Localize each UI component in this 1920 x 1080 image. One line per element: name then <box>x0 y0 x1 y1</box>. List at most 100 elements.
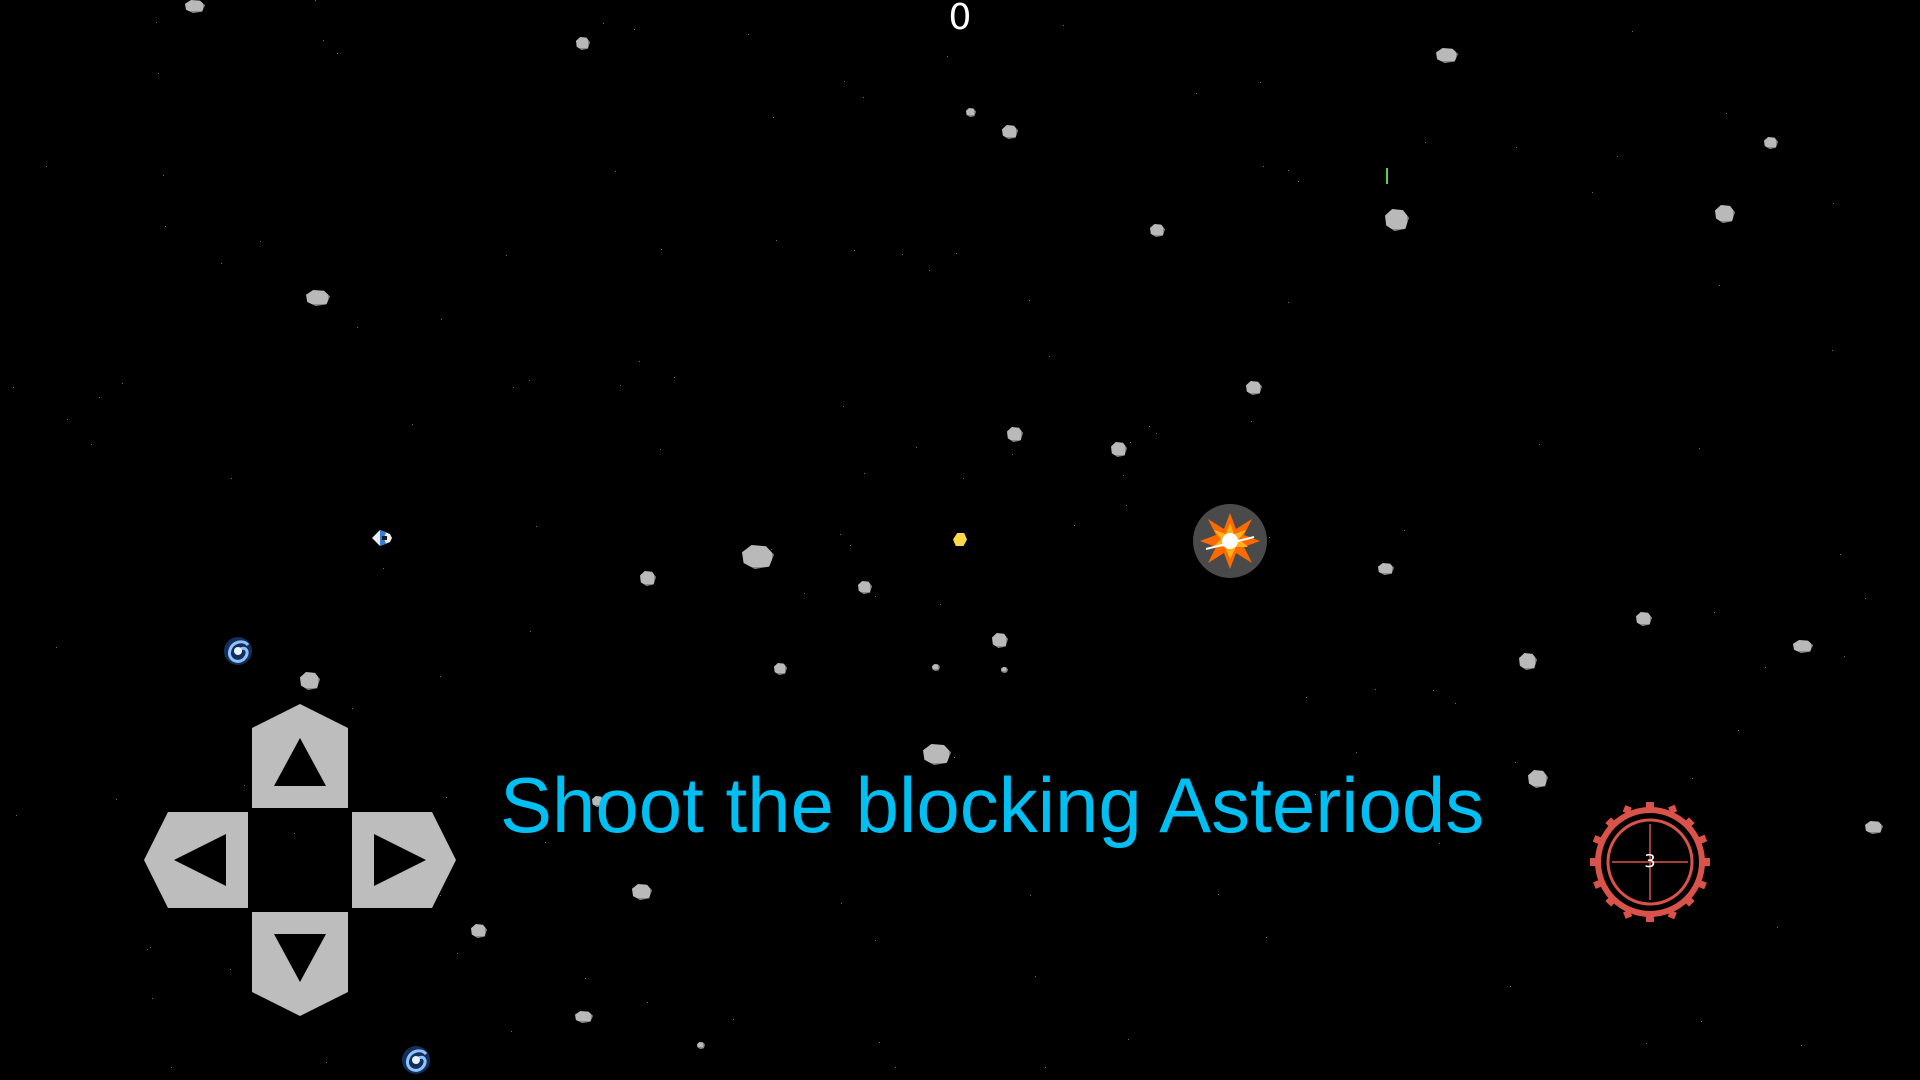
asteroid-icon <box>1385 209 1409 231</box>
star <box>13 387 14 388</box>
star <box>956 253 957 254</box>
star <box>231 478 232 479</box>
star <box>221 263 222 264</box>
star <box>1315 794 1316 795</box>
star <box>929 270 930 271</box>
star <box>733 1019 734 1020</box>
star <box>1617 156 1618 157</box>
dpad-down-button[interactable] <box>252 912 348 1016</box>
star <box>916 447 917 448</box>
star <box>879 1042 880 1043</box>
asteroid-icon <box>923 744 951 765</box>
star <box>1029 300 1030 301</box>
star <box>315 0 316 1</box>
star <box>1692 778 1693 779</box>
star <box>1149 426 1150 427</box>
dpad-up-button[interactable] <box>252 704 348 808</box>
star <box>158 73 159 74</box>
star <box>99 397 100 398</box>
star <box>1433 690 1434 691</box>
asteroid-icon <box>1007 427 1023 442</box>
star <box>357 327 358 328</box>
star <box>1356 752 1357 753</box>
star <box>940 604 941 605</box>
star <box>1592 192 1593 193</box>
star <box>165 226 166 227</box>
star <box>545 842 546 843</box>
star <box>850 545 851 546</box>
star <box>1840 554 1841 555</box>
star <box>171 1067 172 1068</box>
star <box>1049 356 1050 357</box>
star <box>1515 762 1516 763</box>
star <box>841 903 842 904</box>
star <box>954 757 955 758</box>
star <box>323 40 324 41</box>
star <box>1218 894 1219 895</box>
star <box>1832 350 1833 351</box>
star <box>864 473 865 474</box>
star <box>260 241 261 242</box>
star <box>1425 142 1426 143</box>
star <box>1263 166 1264 167</box>
star <box>771 549 772 550</box>
star <box>506 255 507 256</box>
star <box>1266 937 1267 938</box>
star <box>352 708 353 709</box>
arrow-down-icon <box>274 934 326 982</box>
dpad-right-button[interactable] <box>352 812 456 908</box>
star <box>1126 505 1127 506</box>
asteroid-icon <box>1764 137 1778 149</box>
star <box>1130 442 1131 443</box>
star <box>244 785 245 786</box>
asteroid-icon <box>1519 653 1537 670</box>
asteroid-icon <box>300 672 320 690</box>
star <box>1439 843 1440 844</box>
tutorial-hint: Shoot the blocking Asteriods <box>500 761 1485 849</box>
star <box>1539 444 1540 445</box>
star <box>1375 689 1376 690</box>
star <box>156 22 157 23</box>
star <box>895 1067 896 1068</box>
star <box>147 949 148 950</box>
star <box>1701 1021 1702 1022</box>
asteroid-icon <box>575 1011 593 1023</box>
star <box>1128 1039 1129 1040</box>
star <box>163 175 164 176</box>
asteroid-icon <box>774 663 787 675</box>
star <box>1833 203 1834 204</box>
star <box>1765 667 1766 668</box>
star <box>530 631 531 632</box>
star <box>902 254 903 255</box>
star <box>1632 31 1633 32</box>
asteroid-icon <box>858 581 872 594</box>
star <box>615 171 616 172</box>
asteroid-icon <box>1636 612 1652 626</box>
star <box>748 34 749 35</box>
star <box>1699 448 1700 449</box>
star <box>963 478 964 479</box>
asteroid-icon <box>632 884 652 900</box>
star <box>854 250 855 251</box>
asteroid-icon <box>306 290 330 306</box>
dpad-left-button[interactable] <box>144 812 248 908</box>
star <box>1251 421 1252 422</box>
asteroid-icon <box>932 664 940 671</box>
explosion-icon <box>1193 504 1267 578</box>
star <box>1844 656 1845 657</box>
star <box>1719 285 1720 286</box>
star <box>875 596 876 597</box>
star <box>1196 93 1197 94</box>
asteroid-icon <box>992 633 1008 648</box>
star <box>603 23 604 24</box>
fire-button[interactable]: 3 <box>1588 800 1712 924</box>
star <box>56 647 57 648</box>
star <box>1123 475 1124 476</box>
star <box>1030 895 1031 896</box>
star <box>16 815 17 816</box>
star <box>1045 1067 1046 1068</box>
star <box>536 526 537 527</box>
star <box>67 419 68 420</box>
star <box>511 1031 512 1032</box>
